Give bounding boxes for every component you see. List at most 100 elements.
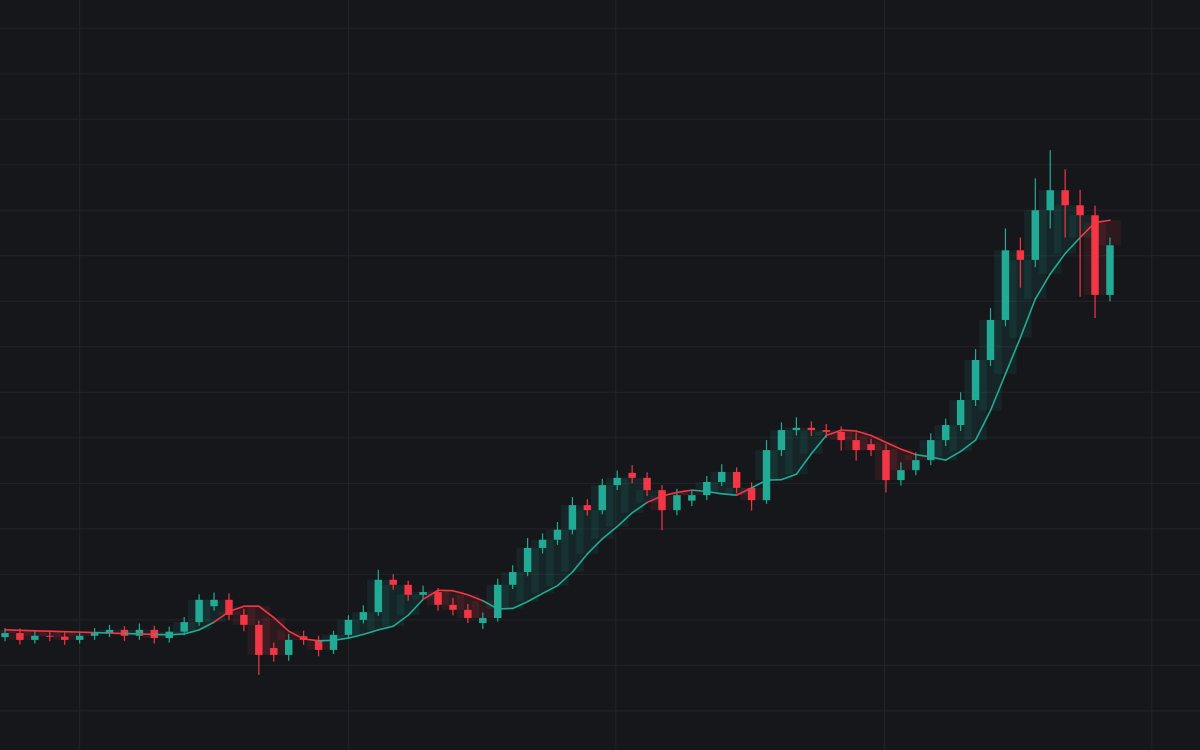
candle-body [374, 579, 383, 613]
ma-segment [735, 487, 753, 496]
candle-body [956, 400, 965, 426]
ma-segment [347, 633, 365, 639]
candle-body [971, 359, 980, 401]
candle-body [1001, 250, 1010, 320]
candle-body [882, 450, 890, 481]
ma-segment [944, 450, 962, 461]
candle-body [1061, 190, 1069, 206]
candle-body [434, 592, 442, 605]
candle-body [568, 505, 577, 530]
candle-body [613, 477, 621, 486]
candle-body [1106, 245, 1114, 295]
candle-body [90, 633, 99, 636]
ma-segment [1049, 252, 1066, 275]
ma-segment [1079, 221, 1096, 239]
ma-segment [258, 605, 275, 619]
ma-segment [631, 501, 648, 514]
candle-body [60, 636, 69, 640]
candle-body [105, 629, 114, 634]
ma-segment [810, 434, 828, 455]
candle-body [464, 609, 472, 619]
candle-body [75, 635, 84, 640]
ma-segment [452, 589, 469, 596]
ma-segment [720, 492, 738, 496]
ma-segment [780, 473, 798, 481]
candle-body [762, 450, 771, 501]
ma-segment [377, 625, 395, 631]
candle-body [225, 599, 233, 615]
candle-body [837, 431, 845, 441]
candle-body [135, 629, 144, 636]
ma-segment [676, 489, 693, 494]
candle-body [314, 639, 323, 650]
ma-segment [1004, 336, 1022, 375]
candle-body [1016, 250, 1025, 260]
candle-body [598, 485, 607, 511]
ma-segment [646, 495, 663, 504]
ma-segment [855, 430, 872, 437]
ma-segment [541, 584, 559, 595]
ma-segment [511, 600, 529, 610]
ma-fill [382, 584, 405, 627]
candle-body [46, 635, 54, 637]
ma-segment [840, 429, 857, 432]
candle-body [717, 471, 726, 482]
ma-segment [1094, 219, 1111, 224]
ma-fill [620, 477, 644, 513]
ma-segment [870, 434, 887, 444]
ma-segment [900, 448, 917, 456]
ma-fill [606, 477, 629, 527]
ma-segment [959, 439, 977, 453]
ma-segment [691, 489, 708, 493]
candle-body [941, 425, 950, 441]
ma-segment [1034, 273, 1052, 300]
candle-body [344, 619, 353, 635]
ma-segment [228, 605, 245, 613]
candle-body [792, 427, 801, 431]
ma-segment [407, 598, 424, 617]
candle-body [703, 481, 711, 496]
ma-fill [889, 449, 913, 471]
candle-body [777, 430, 786, 451]
candle-body [912, 460, 920, 471]
candle-body [822, 430, 830, 432]
candle-body [449, 604, 457, 610]
ma-fill [0, 629, 17, 634]
candle-body [658, 490, 666, 511]
candle-body [807, 427, 816, 431]
ma-segment [526, 592, 544, 603]
ma-segment [750, 479, 768, 489]
ma-segment [392, 614, 409, 628]
candle-body [673, 495, 681, 511]
candle-body [419, 592, 427, 595]
ma-segment [213, 610, 230, 623]
ma-segment [795, 452, 813, 476]
ma-fill [531, 539, 554, 594]
ma-fill [1098, 220, 1122, 246]
ma-segment [422, 589, 439, 601]
ma-segment [1064, 236, 1081, 255]
ma-fill [1039, 190, 1062, 274]
candle-body [1076, 205, 1084, 216]
candle-body [553, 529, 562, 540]
candle-body [523, 547, 532, 573]
ma-fill [1009, 259, 1032, 338]
ma-segment [482, 599, 499, 610]
ma-fill [546, 529, 569, 586]
ma-segment [332, 637, 350, 642]
candle-body [270, 648, 278, 655]
candle-body [508, 572, 517, 585]
ma-segment [302, 638, 320, 642]
candle-body [494, 584, 502, 619]
candle-body [255, 624, 263, 655]
ma-segment [571, 553, 589, 573]
ma-segment [1019, 298, 1037, 339]
ma-segment [885, 441, 902, 450]
ma-segment [183, 629, 200, 635]
candle-body [583, 505, 592, 511]
candle-body [195, 599, 203, 623]
candle-body [284, 639, 293, 655]
candle-body [986, 319, 995, 360]
